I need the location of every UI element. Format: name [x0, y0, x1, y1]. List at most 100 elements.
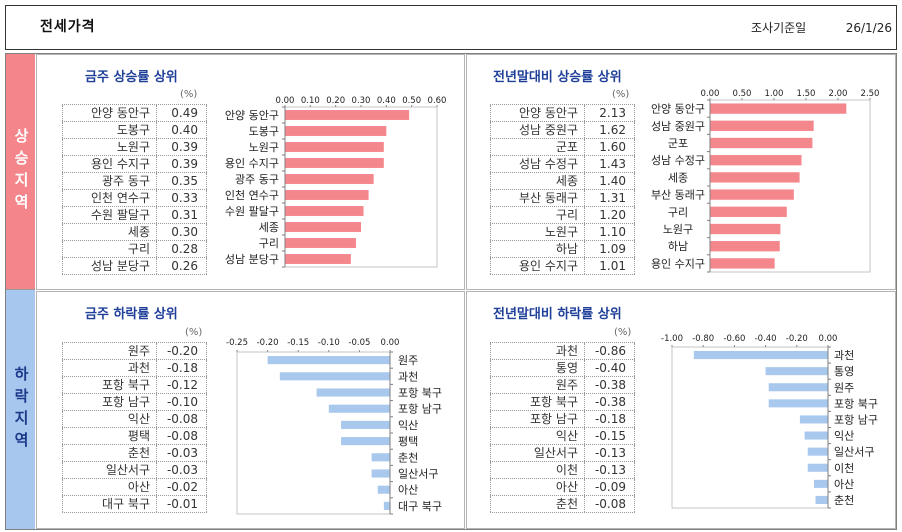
change-rate-cell: -0.10 — [157, 394, 207, 410]
chart-bar — [710, 137, 813, 149]
chart-bar — [799, 415, 828, 424]
category-label: 포항 북구 — [834, 397, 878, 410]
value-tick-label: 2.50 — [861, 89, 880, 99]
region-name-cell: 용인 수지구 — [62, 156, 157, 172]
region-name-cell: 춘천 — [490, 496, 585, 512]
unit-label: (%) — [180, 89, 198, 100]
chart-bar — [710, 223, 781, 235]
value-tick-label: 0.00 — [819, 334, 838, 344]
chart-bar — [377, 485, 390, 494]
category-label: 세종 — [259, 221, 279, 234]
unit-label: (%) — [612, 89, 630, 100]
category-label: 세종 — [668, 171, 688, 184]
chart-bar — [710, 241, 780, 252]
change-rate-cell: -0.13 — [585, 462, 635, 478]
category-label: 부산 동래구 — [651, 189, 705, 202]
table-row: 익산 -0.15 — [490, 428, 635, 445]
change-rate-cell: -0.09 — [585, 479, 635, 495]
table-row: 과천 -0.86 — [490, 342, 635, 360]
value-tick-label: 0.20 — [326, 96, 345, 106]
table-row: 노원구 1.10 — [490, 224, 635, 241]
category-label: 구리 — [668, 206, 688, 219]
report-body-frame — [5, 53, 897, 530]
category-label: 익산 — [398, 419, 418, 432]
change-rate-cell: -0.03 — [157, 445, 207, 461]
region-name-cell: 광주 동구 — [62, 173, 157, 189]
fall-section-label: 하락지역 — [12, 365, 30, 454]
chart-bar — [316, 388, 390, 397]
page-title: 전세가격 — [40, 19, 96, 35]
chart-bar — [341, 420, 390, 429]
change-rate-cell: 1.10 — [585, 224, 635, 240]
chart-bar — [279, 372, 390, 381]
category-label: 일산서구 — [398, 467, 438, 481]
rise-section-label: 상승지역 — [12, 127, 30, 216]
region-name-cell: 인천 연수구 — [62, 190, 157, 206]
region-name-cell: 군포 — [490, 139, 585, 155]
table-row: 아산 -0.02 — [62, 479, 207, 496]
table-row: 용인 수지구 0.39 — [62, 156, 207, 173]
table-row: 수원 팔달구 0.31 — [62, 207, 207, 224]
fall-section-band: 하락지역 — [6, 290, 35, 529]
region-name-cell: 성남 중원구 — [490, 122, 585, 138]
region-name-cell: 노원구 — [62, 139, 157, 155]
chart-bar — [285, 222, 361, 232]
region-name-cell: 과천 — [490, 343, 585, 359]
value-tick-label: 0.00 — [701, 89, 720, 99]
chart-bar — [710, 155, 802, 166]
change-rate-cell: 1.40 — [585, 173, 635, 189]
category-label: 익산 — [834, 430, 854, 443]
region-name-cell: 부산 동래구 — [490, 190, 585, 206]
region-name-cell: 이천 — [490, 462, 585, 478]
value-tick-label: -0.20 — [786, 334, 808, 344]
value-tick-label: 0.30 — [352, 96, 371, 106]
table-row: 춘천 -0.03 — [62, 445, 207, 462]
rise-section-band: 상승지역 — [6, 54, 35, 290]
region-name-cell: 구리 — [62, 241, 157, 257]
region-name-cell: 과천 — [62, 360, 157, 376]
chart-bar — [807, 447, 828, 456]
ytd-fall-table: 과천 -0.86 통영 -0.40 원주 -0.38 포항 북구 -0.38 포항 남구 -0.1… — [490, 342, 635, 513]
chart-bar — [710, 172, 800, 183]
ytd-fall-panel: 전년말대비 하락률 상위 (%) 과천 -0.86 통영 -0.40 원주 -0.38 포항… — [466, 291, 896, 529]
change-rate-cell: -0.18 — [585, 411, 635, 427]
category-label: 대구 북구 — [398, 500, 442, 513]
survey-date-label: 조사기준일 — [751, 21, 807, 35]
change-rate-cell: 0.33 — [157, 190, 207, 206]
table-row: 익산 -0.08 — [62, 411, 207, 428]
category-label: 안양 동안구 — [225, 109, 279, 122]
category-label: 성남 중원구 — [651, 120, 705, 133]
region-name-cell: 아산 — [490, 479, 585, 495]
region-name-cell: 세종 — [62, 224, 157, 240]
chart-bar — [285, 190, 369, 200]
table-row: 세종 0.30 — [62, 224, 207, 241]
chart-bar — [371, 453, 390, 462]
region-name-cell: 춘천 — [62, 445, 157, 461]
change-rate-cell: 0.31 — [157, 207, 207, 223]
change-rate-cell: -0.02 — [157, 479, 207, 495]
chart-bar — [285, 254, 351, 264]
table-row: 성남 중원구 1.62 — [490, 122, 635, 139]
region-name-cell: 포항 북구 — [490, 394, 585, 410]
category-label: 아산 — [834, 478, 854, 491]
chart-bar — [285, 158, 384, 168]
value-tick-label: 1.00 — [765, 89, 784, 99]
value-tick-label: -0.40 — [755, 334, 777, 344]
category-label: 일산서구 — [834, 445, 874, 459]
category-label: 과천 — [398, 369, 418, 383]
region-name-cell: 익산 — [490, 428, 585, 444]
change-rate-cell: 0.35 — [157, 173, 207, 189]
region-name-cell: 세종 — [490, 173, 585, 189]
weekly-rise-panel: 금주 상승률 상위 (%) 안양 동안구 0.49 도봉구 0.40 노원구 0.39 용인… — [36, 54, 465, 290]
value-tick-label: -0.80 — [692, 334, 714, 344]
category-label: 용인 수지구 — [651, 257, 705, 270]
chart-bar — [285, 238, 356, 248]
change-rate-cell: 1.31 — [585, 190, 635, 206]
category-label: 하남 — [668, 239, 688, 253]
ytd-rise-table: 안양 동안구 2.13 성남 중원구 1.62 군포 1.60 성남 수정구 1.43 세종 1.… — [490, 104, 635, 275]
value-tick-label: 0.50 — [733, 89, 752, 99]
value-tick-label: 0.60 — [428, 96, 447, 106]
